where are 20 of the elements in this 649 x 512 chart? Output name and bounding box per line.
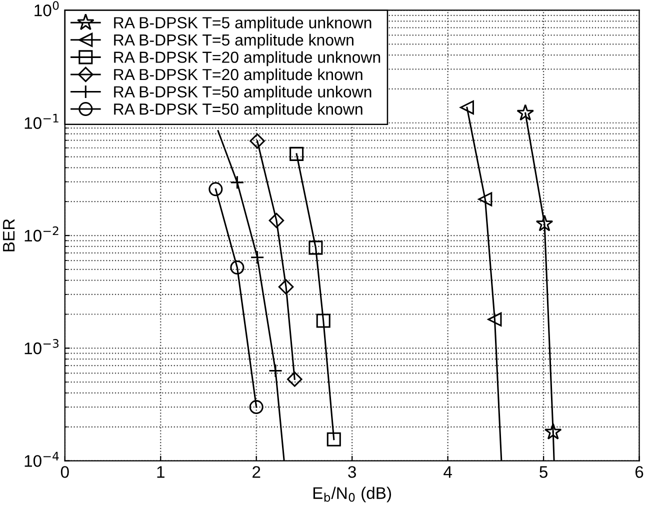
x-axis-title: E$_{b}$/N$_{0}$ (dB) bbox=[313, 486, 392, 502]
legend-label: RA B-DPSK T=20 amplitude known bbox=[114, 68, 362, 84]
legend-label: RA B-DPSK T=50 amplitude known bbox=[114, 103, 362, 118]
y-tick-label: 10$^{−1}$ bbox=[24, 114, 58, 129]
x-tick-label: 1 bbox=[157, 466, 164, 478]
x-tick-label: 0 bbox=[60, 466, 69, 478]
x-tick-label: 6 bbox=[635, 466, 644, 478]
x-tick-label: 3 bbox=[348, 466, 356, 478]
x-tick-label: 5 bbox=[540, 466, 548, 478]
legend-label: RA B-DPSK T=5 amplitude unknown bbox=[114, 16, 372, 32]
x-tick-label: 4 bbox=[444, 466, 452, 478]
legend-label: RA B-DPSK T=5 amplitude known bbox=[114, 34, 354, 49]
legend-label: RA B-DPSK T=20 amplitude unknown bbox=[114, 51, 380, 66]
y-tick-label: 10$^{0}$ bbox=[34, 1, 59, 16]
y-tick-label: 10$^{−3}$ bbox=[24, 339, 58, 354]
y-axis-title: BER bbox=[3, 219, 15, 252]
y-tick-label: 10$^{−4}$ bbox=[24, 452, 59, 467]
x-tick-label: 2 bbox=[252, 466, 260, 478]
y-tick-label: 10$^{−2}$ bbox=[24, 226, 58, 242]
legend-label: RA B-DPSK T=50 amplitude unkown bbox=[114, 86, 372, 101]
